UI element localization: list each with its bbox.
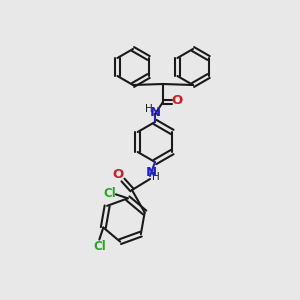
Text: H: H	[152, 172, 160, 182]
Text: Cl: Cl	[103, 187, 116, 200]
Text: N: N	[146, 166, 157, 178]
Text: N: N	[149, 106, 161, 119]
Text: O: O	[112, 169, 124, 182]
Text: O: O	[171, 94, 183, 107]
Text: Cl: Cl	[93, 240, 106, 253]
Text: H: H	[145, 104, 153, 114]
